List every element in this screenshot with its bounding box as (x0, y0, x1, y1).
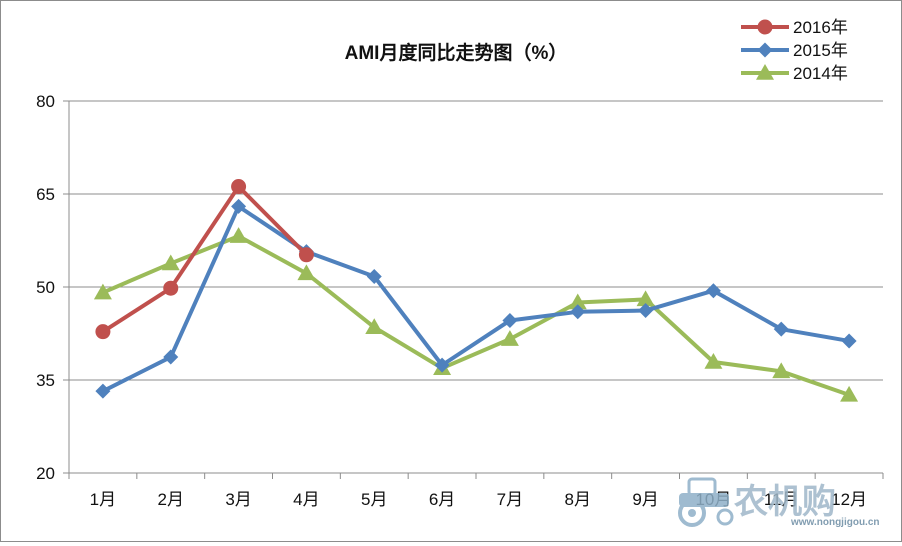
tractor-icon (678, 477, 734, 527)
legend-label: 2016年 (793, 18, 848, 37)
data-point (772, 362, 791, 379)
legend-label: 2014年 (793, 64, 848, 83)
data-point (163, 349, 179, 365)
data-point (757, 42, 773, 58)
series-line (100, 204, 852, 394)
x-tick-label: 7月 (497, 490, 523, 509)
watermark: 农机购 www.nongjigou.cn (678, 477, 880, 528)
data-point (841, 333, 857, 349)
data-point (365, 318, 384, 335)
data-point (161, 254, 180, 271)
data-point (434, 357, 450, 373)
data-point (297, 264, 316, 281)
x-tick-label: 9月 (632, 490, 658, 509)
x-tick-label: 1月 (90, 490, 116, 509)
series-line (100, 234, 852, 397)
series-2 (93, 227, 859, 402)
legend: 2016年 2015年 2014年 (741, 18, 848, 83)
data-point (773, 321, 789, 337)
x-axis: 1月2月3月4月5月6月7月8月9月10月11月12月 (68, 101, 884, 509)
watermark-url: www.nongjigou.cn (790, 517, 880, 528)
series-layer (93, 179, 859, 402)
data-point (568, 293, 587, 310)
x-tick-label: 2月 (158, 490, 184, 509)
x-tick-label: 5月 (361, 490, 387, 509)
y-axis-ticks: 20 35 50 65 80 (36, 92, 55, 483)
data-point (95, 324, 111, 340)
x-tick-label: 6月 (429, 490, 455, 509)
data-point (636, 290, 655, 307)
x-tick-label: 4月 (293, 490, 319, 509)
data-point (840, 385, 859, 402)
legend-item: 2014年 (741, 64, 848, 83)
data-point (757, 19, 773, 35)
data-point (229, 227, 248, 243)
data-point (231, 198, 247, 214)
data-point (704, 353, 723, 369)
data-point (638, 303, 654, 319)
watermark-text: 农机购 (734, 483, 836, 521)
data-point (500, 330, 519, 346)
data-point (502, 312, 518, 328)
y-tick-label: 35 (36, 371, 55, 390)
data-point (298, 247, 314, 263)
data-point (231, 179, 247, 195)
data-point (93, 283, 112, 300)
series-0 (95, 179, 314, 340)
data-point (756, 64, 774, 80)
y-tick-label: 20 (36, 464, 55, 483)
data-point (705, 283, 721, 299)
data-point (163, 280, 179, 296)
series-line (100, 184, 309, 334)
legend-item: 2016年 (741, 18, 848, 37)
legend-item: 2015年 (741, 41, 848, 60)
legend-label: 2015年 (793, 41, 848, 60)
grid-lines (63, 100, 883, 474)
x-tick-label: 11月 (764, 490, 799, 509)
x-tick-label: 12月 (831, 490, 867, 509)
y-tick-label: 65 (36, 185, 55, 204)
y-tick-label: 50 (36, 278, 55, 297)
x-tick-label: 8月 (565, 490, 591, 509)
data-point (95, 383, 111, 399)
x-tick-label: 3月 (225, 490, 251, 509)
y-tick-label: 80 (36, 92, 55, 111)
data-point (570, 304, 586, 320)
chart-title: AMI月度同比走势图（%） (345, 41, 568, 64)
data-point (366, 268, 382, 284)
